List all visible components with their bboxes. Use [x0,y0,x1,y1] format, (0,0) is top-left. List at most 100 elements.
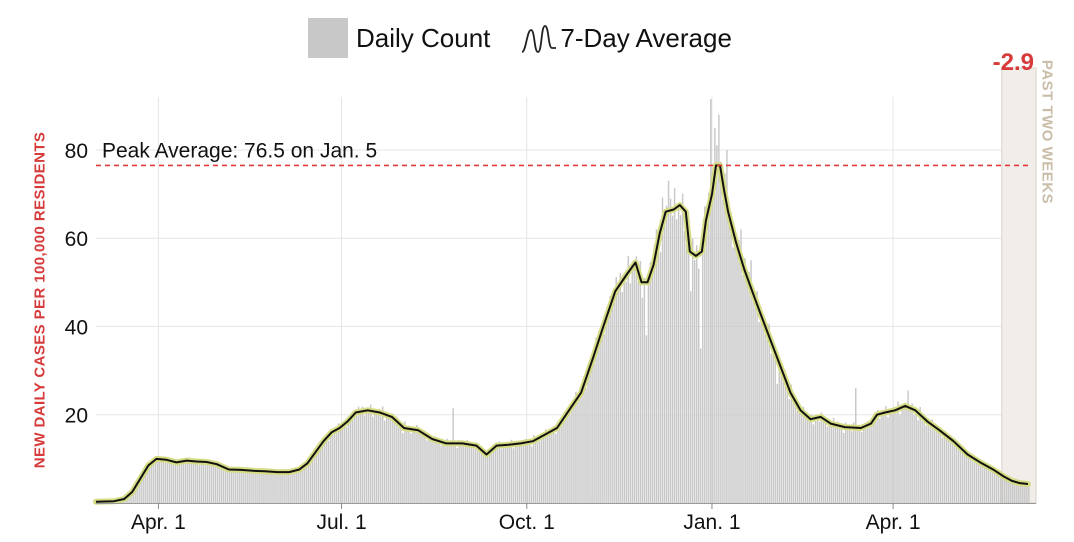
daily-bar [698,268,700,503]
daily-bar [551,432,553,503]
daily-bar [840,425,843,503]
legend: Daily Count 7-Day Average [308,18,732,58]
daily-bar [973,456,976,503]
daily-bar [216,466,219,503]
daily-bar [766,338,768,503]
daily-bar [800,413,803,503]
daily-bar [915,408,917,503]
daily-bar [375,412,378,503]
daily-bar [212,464,215,503]
daily-bar [607,313,609,503]
daily-bar [253,468,255,503]
daily-bar [229,467,231,503]
daily-bar [265,472,267,503]
daily-bar [577,400,579,503]
daily-bar [794,399,797,503]
daily-bar [963,453,966,503]
daily-bar [850,431,853,503]
daily-bar [559,423,561,503]
daily-bar [263,469,265,503]
daily-bar [673,188,676,504]
daily-bar [645,335,648,503]
daily-bar [347,418,350,503]
daily-bar [313,452,316,503]
daily-bar [754,305,756,503]
daily-bar [859,424,861,503]
daily-bar [828,421,831,503]
daily-bar [508,446,511,503]
daily-bar [285,472,287,503]
daily-bar [494,445,497,503]
daily-bar [410,433,412,503]
daily-bar [738,240,740,503]
daily-bar [937,431,940,503]
daily-bar [273,474,275,503]
daily-bar [460,444,462,503]
daily-bar [446,438,448,503]
x-tick-label: Jan. 1 [683,511,740,534]
daily-bar [649,262,652,503]
daily-bar [842,432,845,503]
daily-bar [557,424,559,503]
daily-bar [917,420,919,503]
daily-bar [947,440,950,503]
daily-bar [985,467,988,503]
daily-bar [875,417,877,503]
daily-bar [991,468,994,503]
daily-bar [724,173,726,503]
daily-bar [349,418,352,503]
daily-bar [144,473,146,503]
daily-bar [186,461,189,503]
daily-bar [1005,476,1008,503]
daily-bar [643,277,646,503]
daily-bar [575,391,577,503]
daily-bar [524,438,527,503]
daily-bar [257,470,259,503]
x-tick-label: Apr. 1 [866,511,921,534]
daily-bar [677,202,680,504]
daily-bar [722,199,724,503]
daily-bar [977,460,980,503]
daily-bar [838,428,841,503]
daily-bar [911,403,913,503]
daily-bar [398,427,400,503]
daily-bar [329,429,332,503]
daily-bar [798,404,801,503]
daily-bar [196,461,199,503]
daily-bar [442,441,444,503]
daily-bar [712,183,714,503]
daily-bar [879,418,881,503]
daily-bar [369,404,372,503]
daily-bar [1028,485,1030,503]
daily-bar [995,470,998,503]
daily-bar [502,444,505,503]
daily-bar [784,385,787,503]
daily-bar [281,473,283,503]
daily-bar [587,364,589,503]
daily-bar [317,443,320,503]
daily-bar [770,353,772,503]
daily-bar [728,224,730,503]
daily-bar [335,433,338,503]
daily-bar [593,361,595,503]
daily-bar [245,469,247,503]
daily-bar [637,281,640,503]
daily-bar [420,431,422,503]
daily-bar [170,459,173,503]
daily-bar [744,257,746,503]
daily-bar [406,429,408,503]
daily-bar [774,352,776,503]
daily-bar [152,463,154,503]
daily-bar [997,472,1000,503]
daily-bar [295,468,297,503]
daily-bar [482,450,485,503]
daily-bar [693,260,696,503]
daily-bar [941,437,944,503]
recent-period-shading [1001,67,1037,504]
daily-bar [734,233,736,503]
daily-bar [631,264,634,503]
daily-bar [718,114,720,504]
daily-bar [788,399,791,503]
daily-bar [162,459,165,503]
daily-bar [226,470,229,503]
